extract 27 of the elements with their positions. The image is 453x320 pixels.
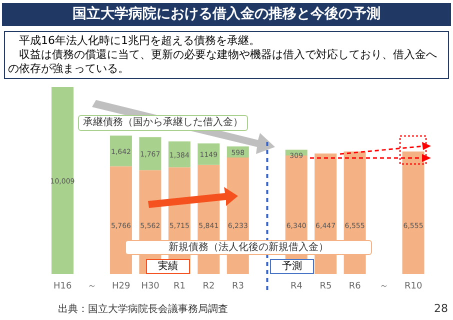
x-tick-label: R1 [174,281,186,292]
text: 28 [434,302,448,315]
name-box: 新規債務（法人化後の新規借入金） [125,240,372,255]
bar [402,152,424,274]
bar [139,137,162,170]
x-tick-label: R6 [348,281,362,292]
text: 収益は債務の償還に当て、更新の必要な建物や機器は借入で対応しており、借入金への依存が強まっている。 [8,48,438,76]
annotation: 実績 [146,259,190,274]
bar [52,87,74,274]
x-tick-label: ～ [380,281,389,292]
x-tick-label: R4 [290,281,303,292]
x-tick-label: H16 [54,281,72,292]
bar [110,136,132,166]
annotation: 予測 [270,259,314,274]
series-label: 承継債務（国から承継した借入金） [78,115,248,131]
x-tick-label: H29 [112,281,130,292]
source-note: 出典：国立大学病院長会議事務局調査 [58,302,228,316]
chart-title: 国立大学病院における借入金の推移と今後の予測 [2,3,451,26]
chart-subtitle: 平成16年法人化時に1兆円を超える債務を承継。 [18,34,261,48]
x-tick-label: R10 [404,281,423,292]
x-tick-label: R2 [202,281,215,292]
bar [198,143,220,165]
x-tick-label: H30 [141,281,160,292]
bar [110,166,132,274]
x-tick-label: R3 [232,281,244,292]
x-tick-label: R5 [320,281,332,292]
x-tick-label: ～ [87,281,96,292]
